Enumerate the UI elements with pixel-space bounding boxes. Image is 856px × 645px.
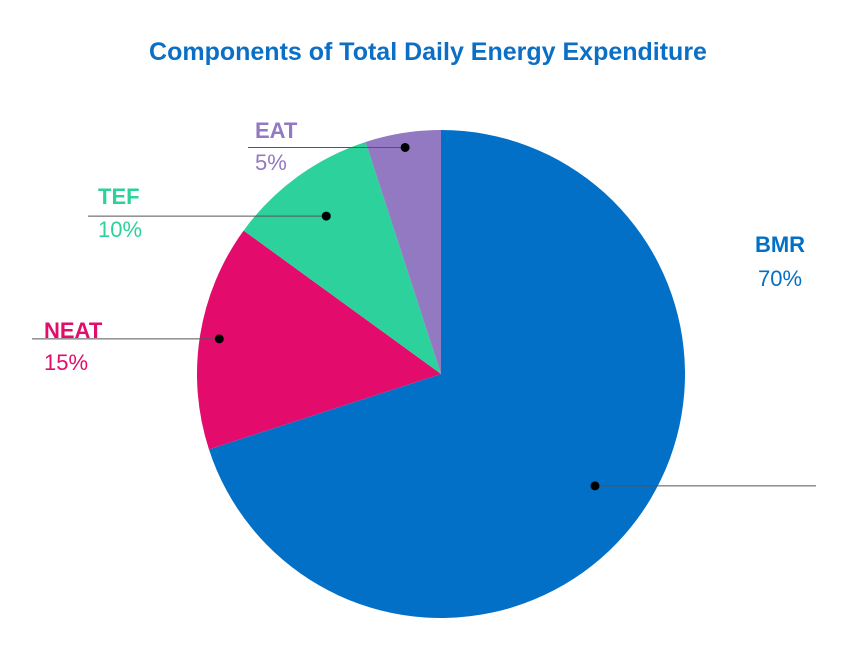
slice-label-bmr: BMR [755, 232, 805, 257]
slice-label-eat: EAT [255, 118, 298, 143]
leader-dot-neat [214, 334, 224, 344]
pie-slice-tef [243, 141, 441, 374]
slice-label-tef: TEF [98, 184, 140, 209]
pie-slice-bmr [208, 130, 685, 618]
leader-dot-eat [400, 142, 410, 152]
leader-dot-bmr [590, 481, 600, 491]
slice-value-tef: 10% [98, 217, 142, 242]
slice-value-neat: 15% [44, 350, 88, 375]
slice-value-eat: 5% [255, 150, 287, 175]
pie-slice-eat [365, 130, 441, 374]
pie-slices [196, 130, 685, 618]
leader-dot-tef [321, 211, 331, 221]
pie-labels: BMR 70% NEAT 15% TEF 10% EAT 5% [32, 118, 816, 491]
chart-title: Components of Total Daily Energy Expendi… [149, 38, 707, 66]
slice-value-bmr: 70% [758, 266, 802, 291]
slice-label-neat: NEAT [44, 318, 103, 343]
pie-slice-neat [196, 230, 441, 450]
